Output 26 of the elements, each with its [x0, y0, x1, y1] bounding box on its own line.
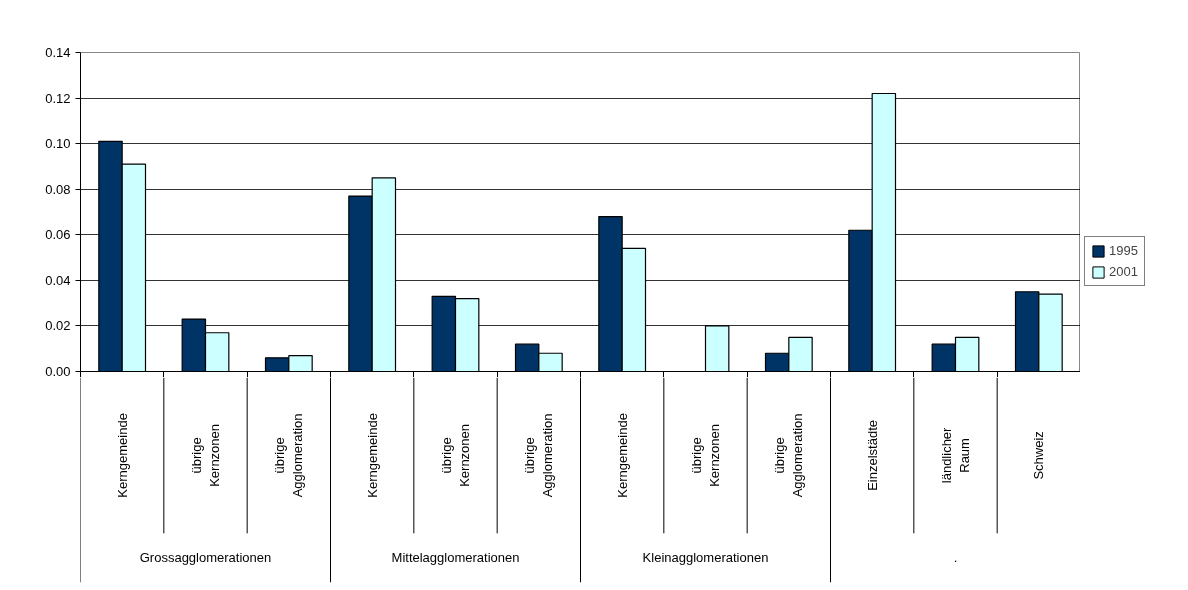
y-tick-label: 0.10	[45, 136, 71, 152]
x-tick-label: übrige Agglomeration	[772, 413, 806, 498]
x-tick-label: Einzelstädte	[864, 419, 880, 491]
y-tick-label: 0.04	[45, 272, 71, 288]
y-tick-label: 0.00	[45, 364, 71, 379]
x-tick-label: Kerngemeinde	[364, 413, 380, 498]
legend-label: 1995	[1109, 243, 1138, 258]
x-tick-label: übrige Agglomeration	[272, 413, 306, 498]
y-tick-label: 0.12	[45, 90, 71, 106]
text: Kleinagglomerationen	[642, 550, 769, 566]
x-tick-label: ländlicher Raum	[939, 426, 972, 484]
x-tick-label: übrige Kernzonen	[189, 423, 222, 487]
y-tick-label: 0.08	[45, 181, 71, 197]
x-tick-label: Kerngemeinde	[114, 413, 130, 498]
y-tick-label: 0.06	[45, 227, 71, 243]
y-tick-label: 0.14	[45, 45, 71, 60]
x-tick-label: übrige Kernzonen	[689, 423, 722, 487]
text: Grossagglomerationen	[139, 550, 272, 566]
text: .	[953, 550, 958, 566]
text: Mittelagglomerationen	[391, 550, 520, 566]
legend-label: 2001	[1109, 264, 1138, 279]
x-tick-label: übrige Kernzonen	[439, 423, 472, 487]
x-tick-label: Schweiz	[1031, 431, 1047, 480]
x-tick-label: übrige Agglomeration	[522, 413, 556, 498]
x-tick-label: Kerngemeinde	[614, 413, 630, 498]
y-tick-label: 0.02	[45, 318, 71, 334]
